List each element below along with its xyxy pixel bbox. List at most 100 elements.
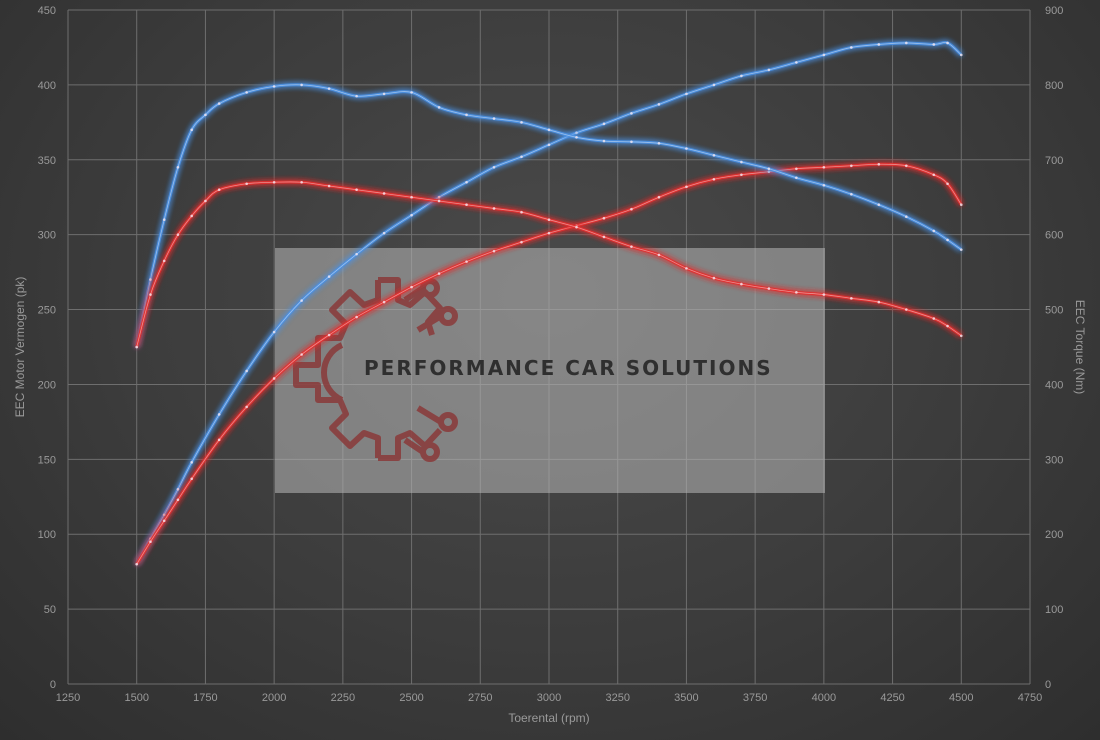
- data-point: [547, 231, 551, 235]
- data-point: [850, 164, 853, 168]
- data-point: [176, 165, 180, 169]
- watermark-panel: [275, 248, 825, 493]
- data-point: [630, 207, 633, 211]
- data-point: [520, 240, 523, 244]
- data-point: [190, 477, 193, 481]
- data-point: [492, 117, 496, 120]
- data-point: [602, 139, 606, 143]
- data-point: [272, 180, 276, 184]
- data-point: [905, 308, 908, 311]
- data-point: [382, 192, 386, 195]
- y-left-tick-label: 450: [38, 5, 56, 17]
- data-point: [767, 170, 771, 174]
- data-point: [767, 68, 771, 72]
- data-point: [657, 103, 661, 106]
- data-point: [162, 259, 166, 263]
- data-point: [492, 249, 496, 253]
- data-point: [465, 260, 468, 263]
- watermark-text: PERFORMANCE CAR SOLUTIONS: [364, 356, 773, 380]
- data-point: [162, 513, 166, 517]
- x-tick-label: 3000: [537, 692, 561, 704]
- y-axis-left-title: EEC Motor Vermogen (pk): [13, 277, 27, 418]
- data-point: [877, 203, 881, 207]
- data-point: [740, 160, 743, 164]
- y-right-tick-label: 500: [1045, 305, 1063, 317]
- data-point: [712, 177, 716, 181]
- data-point: [795, 291, 798, 294]
- data-point: [850, 297, 853, 300]
- data-point: [272, 85, 276, 88]
- data-point: [905, 41, 908, 45]
- data-point: [657, 195, 661, 199]
- data-point: [465, 113, 468, 117]
- x-tick-label: 2000: [262, 692, 286, 704]
- data-point: [410, 195, 413, 199]
- data-point: [410, 285, 413, 289]
- data-point: [204, 199, 207, 203]
- data-point: [712, 83, 716, 87]
- data-point: [176, 233, 180, 236]
- data-point: [327, 87, 331, 90]
- data-point: [946, 182, 949, 186]
- data-point: [959, 53, 963, 57]
- data-point: [685, 185, 688, 189]
- y-left-tick-label: 350: [38, 155, 56, 167]
- y-right-tick-label: 700: [1045, 155, 1063, 167]
- data-point: [657, 253, 661, 257]
- data-point: [149, 293, 152, 296]
- data-point: [437, 272, 441, 275]
- x-tick-label: 4250: [880, 692, 904, 704]
- data-point: [492, 207, 496, 210]
- data-point: [520, 210, 523, 214]
- data-point: [382, 92, 386, 96]
- data-point: [217, 413, 221, 416]
- data-point: [795, 176, 798, 180]
- data-point: [272, 330, 276, 334]
- data-point: [905, 164, 908, 168]
- data-point: [245, 369, 248, 373]
- data-point: [547, 218, 551, 221]
- data-point: [204, 113, 207, 117]
- data-point: [135, 345, 139, 349]
- x-tick-label: 3500: [674, 692, 698, 704]
- data-point: [795, 61, 798, 64]
- data-point: [149, 540, 152, 544]
- data-point: [877, 43, 881, 46]
- y-right-tick-label: 100: [1045, 604, 1063, 616]
- data-point: [355, 252, 358, 256]
- data-point: [575, 136, 578, 139]
- x-tick-label: 2500: [399, 692, 423, 704]
- data-point: [217, 438, 221, 442]
- data-point: [850, 46, 853, 49]
- x-tick-label: 2250: [331, 692, 355, 704]
- data-point: [575, 131, 578, 135]
- data-point: [657, 142, 661, 145]
- tick-labels: 1250 1500 1750 2000 2250 2500 2750 3000 3250 3500…: [38, 5, 1064, 704]
- data-point: [946, 238, 949, 242]
- data-point: [355, 315, 358, 319]
- y-axis-right-title: EEC Torque (Nm): [1073, 300, 1087, 394]
- data-point: [795, 167, 798, 171]
- data-point: [959, 248, 963, 251]
- y-left-tick-label: 100: [38, 529, 56, 541]
- data-point: [822, 53, 826, 57]
- data-point: [547, 143, 551, 147]
- data-point: [382, 231, 386, 235]
- series-line-highlight-0: [136, 42, 962, 565]
- data-point: [190, 461, 193, 464]
- data-point: [410, 91, 413, 94]
- series-line-0: [135, 40, 963, 565]
- x-tick-label: 3250: [605, 692, 629, 704]
- data-point: [767, 287, 771, 290]
- data-point: [946, 324, 949, 328]
- data-point: [850, 192, 853, 196]
- data-point: [877, 162, 881, 166]
- x-tick-label: 2750: [468, 692, 492, 704]
- y-left-tick-label: 50: [44, 604, 56, 616]
- y-left-tick-label: 200: [38, 379, 56, 391]
- data-point: [190, 128, 193, 132]
- x-tick-label: 4000: [812, 692, 836, 704]
- data-point: [602, 235, 606, 239]
